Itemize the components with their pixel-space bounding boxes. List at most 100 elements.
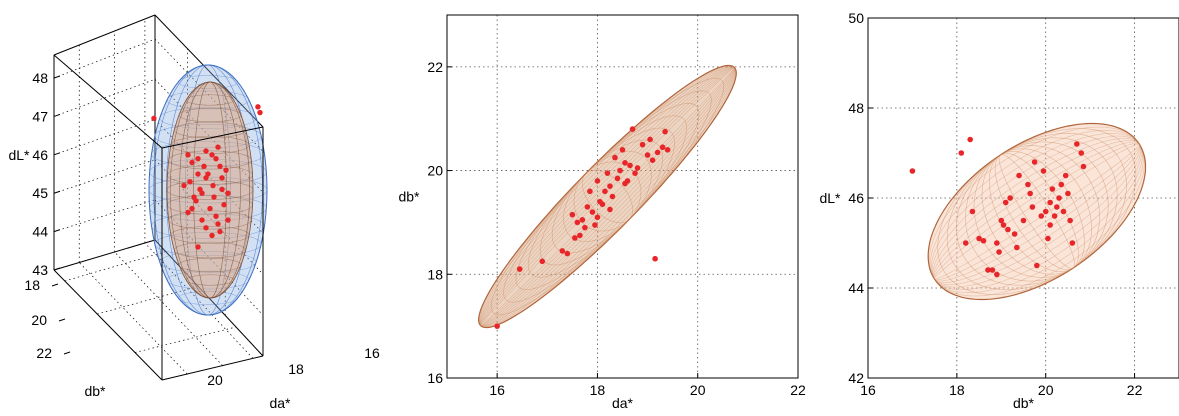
data-point xyxy=(213,213,219,219)
inner-meridian xyxy=(193,81,227,299)
ellipse-contour xyxy=(479,66,736,327)
data-point xyxy=(1040,168,1047,174)
inner-parallel xyxy=(178,107,242,123)
data-point xyxy=(1054,204,1060,210)
data-point xyxy=(187,178,193,185)
data-point xyxy=(199,190,205,196)
data-point-outlier xyxy=(151,115,157,122)
data-point xyxy=(614,175,621,182)
data-point xyxy=(584,204,591,210)
data-point xyxy=(612,154,618,161)
box-edge xyxy=(53,54,163,149)
data-point xyxy=(594,214,601,221)
inner-parallel xyxy=(167,195,253,215)
data-point xyxy=(659,144,666,151)
data-point xyxy=(1025,181,1031,188)
inner-parallel xyxy=(178,257,242,273)
ellipse-contour xyxy=(479,66,735,327)
data-point xyxy=(599,201,606,208)
data-point xyxy=(203,148,209,154)
data-point xyxy=(622,159,628,166)
data-point xyxy=(1005,226,1011,233)
data-point xyxy=(619,147,626,153)
ellipse-contour xyxy=(933,141,1141,282)
data-point xyxy=(195,155,201,162)
data-point xyxy=(193,198,199,204)
ellipse-contour xyxy=(563,151,652,242)
data-point xyxy=(213,155,219,162)
data-point xyxy=(203,175,209,181)
data-point xyxy=(976,235,982,242)
box-edge xyxy=(161,355,264,381)
ellipse-contour xyxy=(946,132,1127,291)
data-point xyxy=(1014,244,1020,251)
z-tick-label: 44 xyxy=(32,224,48,240)
data-point xyxy=(219,175,225,181)
ellipse-contour xyxy=(479,66,736,327)
tick-mark-y xyxy=(51,283,59,287)
z-tick-label: 47 xyxy=(32,108,48,124)
axes-box xyxy=(446,14,799,379)
data-point xyxy=(559,248,566,254)
data-point xyxy=(1058,181,1065,188)
data-point xyxy=(994,240,1000,246)
data-point xyxy=(1020,217,1027,224)
ellipse-contour xyxy=(480,67,735,326)
data-point xyxy=(587,188,593,195)
data-point xyxy=(594,178,601,184)
x-tick-label: 22 xyxy=(1127,382,1143,398)
ellipse-contour xyxy=(931,135,1142,288)
grid-line-floor xyxy=(78,262,188,375)
ellipse-contour xyxy=(480,67,735,326)
box-edge xyxy=(53,269,163,381)
y-tick-label: 42 xyxy=(848,370,864,386)
data-point xyxy=(652,255,658,262)
data-point xyxy=(1045,235,1051,242)
data-point xyxy=(221,202,227,208)
ellipse-contour xyxy=(479,66,736,327)
data-point xyxy=(654,149,661,156)
tick-mark-z xyxy=(53,190,61,194)
grid-line-floor xyxy=(144,242,254,359)
box-edge xyxy=(154,14,264,128)
tick-mark-z xyxy=(53,113,61,117)
data-point xyxy=(203,225,209,231)
data-point xyxy=(211,194,217,200)
data-point xyxy=(223,167,229,173)
data-point xyxy=(1031,159,1038,165)
data-point xyxy=(985,267,991,273)
ellipse-contour xyxy=(981,148,1092,275)
data-point xyxy=(1007,195,1013,201)
data-point xyxy=(602,188,608,195)
data-point xyxy=(1027,190,1033,197)
data-point xyxy=(996,249,1002,255)
data-point xyxy=(209,152,215,158)
data-point xyxy=(1069,240,1076,246)
y-tick-label: 22 xyxy=(427,59,443,75)
y-axis-label: db* xyxy=(84,383,106,399)
ellipse-surface xyxy=(927,122,1147,301)
grid-line-z xyxy=(53,159,156,194)
tick-mark-z xyxy=(53,152,61,156)
ellipse-contour xyxy=(998,154,1075,269)
data-point xyxy=(185,209,191,216)
data-point xyxy=(1060,208,1067,215)
x-tick-label: 18 xyxy=(288,361,304,377)
data-point xyxy=(1000,222,1007,228)
ellipse-contour xyxy=(937,128,1137,295)
ellipse-contour xyxy=(994,153,1079,270)
grid-line-z xyxy=(53,199,156,232)
y-tick-label: 16 xyxy=(427,370,443,386)
data-point xyxy=(189,159,195,166)
data-point xyxy=(989,267,996,273)
grid-line-floor xyxy=(114,251,223,366)
data-point xyxy=(217,163,223,170)
y-tick-label: 18 xyxy=(427,266,443,282)
data-point xyxy=(980,237,987,244)
data-point xyxy=(607,206,613,213)
grid-line-z xyxy=(154,159,264,275)
ellipse-contour xyxy=(503,90,712,303)
inner-parallel xyxy=(185,274,235,286)
data-point xyxy=(574,219,581,226)
